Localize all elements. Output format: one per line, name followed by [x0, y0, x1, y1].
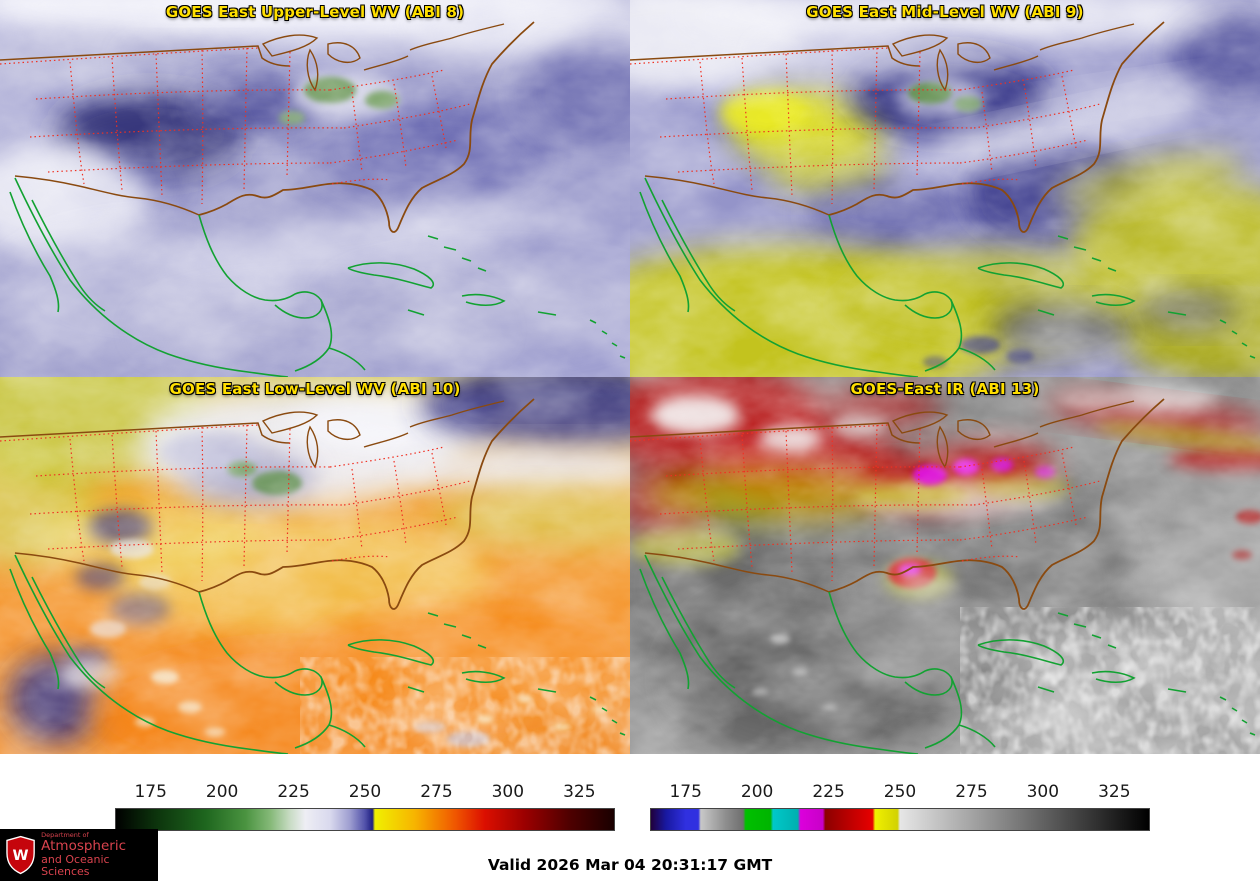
satellite-imagery-abi13 — [630, 377, 1260, 754]
colorbar-ir-gradient — [650, 808, 1150, 831]
colorbar-wv-ticks: 175 200 225 250 275 300 325 — [115, 782, 615, 806]
panel-upper-level-wv: GOES East Upper-Level WV (ABI 8) — [0, 0, 630, 377]
panel-ir: GOES-East IR (ABI 13) — [630, 377, 1260, 754]
tick-label: 225 — [812, 782, 845, 802]
tick-label: 300 — [1026, 782, 1060, 802]
tick-label: 250 — [348, 782, 382, 802]
logo-department: Department of — [41, 831, 89, 840]
tick-label: 175 — [669, 782, 702, 802]
crest-letter: W — [13, 847, 29, 864]
satellite-imagery-abi8 — [0, 0, 630, 377]
tick-label: 275 — [420, 782, 453, 802]
colorbar-ir-ticks: 175 200 225 250 275 300 325 — [650, 782, 1150, 806]
tick-label: 250 — [883, 782, 917, 802]
logo-text: Department of Atmospheric and Oceanic Sc… — [41, 832, 158, 877]
satellite-imagery-abi9 — [630, 0, 1260, 377]
tick-label: 200 — [740, 782, 774, 802]
tick-label: 200 — [205, 782, 239, 802]
colorbar-ir: 175 200 225 250 275 300 325 — [650, 782, 1150, 831]
footer: 175 200 225 250 275 300 325 175 200 225 … — [0, 754, 1260, 881]
satellite-imagery-abi10 — [0, 377, 630, 754]
panel-mid-level-wv: GOES East Mid-Level WV (ABI 9) — [630, 0, 1260, 377]
aos-logo: W Department of Atmospheric and Oceanic … — [0, 829, 158, 881]
panel-low-level-wv: GOES East Low-Level WV (ABI 10) — [0, 377, 630, 754]
colorbar-wv: 175 200 225 250 275 300 325 — [115, 782, 615, 831]
uw-crest-icon: W — [6, 835, 35, 875]
logo-line2: and Oceanic Sciences — [41, 852, 110, 878]
logo-line1: Atmospheric — [41, 838, 127, 855]
tick-label: 325 — [563, 782, 596, 802]
tick-label: 325 — [1098, 782, 1131, 802]
satellite-grid: GOES East Upper-Level WV (ABI 8) — [0, 0, 1260, 754]
tick-label: 175 — [134, 782, 167, 802]
tick-label: 225 — [277, 782, 310, 802]
colorbar-wv-gradient — [115, 808, 615, 831]
valid-time: Valid 2026 Mar 04 20:31:17 GMT — [487, 856, 773, 874]
tick-label: 275 — [955, 782, 988, 802]
tick-label: 300 — [491, 782, 525, 802]
